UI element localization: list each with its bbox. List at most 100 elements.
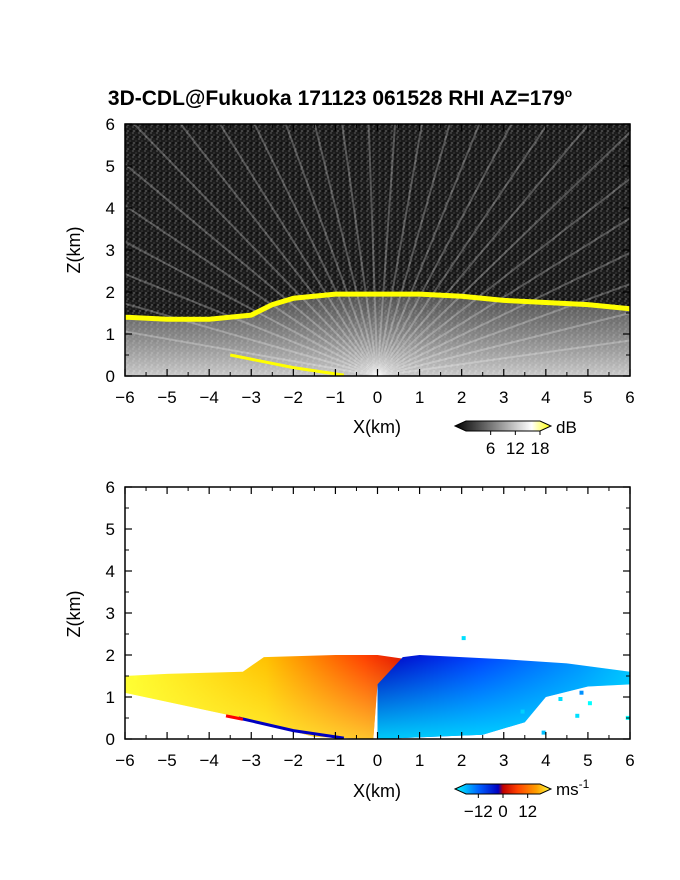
fan-ray — [377, 283, 630, 376]
x-tick-label: −4 — [199, 751, 218, 770]
y-tick-label: 1 — [106, 688, 115, 707]
y-tick-label: 3 — [106, 241, 115, 260]
speckle — [575, 713, 580, 718]
fan-ray — [125, 302, 378, 376]
x-tick-label: 1 — [415, 751, 424, 770]
speckle — [133, 676, 138, 680]
y-tick-label: 3 — [106, 604, 115, 623]
x-tick-label: 1 — [415, 388, 424, 407]
fan-ray — [132, 124, 379, 376]
x-tick-label: 4 — [541, 751, 550, 770]
speckle — [558, 697, 563, 701]
colorbar-velocity — [453, 783, 553, 795]
x-tick-label: 3 — [499, 388, 508, 407]
speckle — [461, 636, 466, 641]
chart-title: 3D-CDL@Fukuoka 171123 061528 RHI AZ=179o — [0, 86, 680, 111]
x-tick-label: 0 — [373, 388, 382, 407]
x-tick-label: 3 — [499, 751, 508, 770]
velocity-xlabel: X(km) — [353, 781, 401, 801]
fan-ray — [376, 130, 630, 376]
fan-ray — [367, 124, 379, 376]
y-tick-label: 0 — [106, 367, 115, 386]
velocity-positive-low — [125, 655, 407, 739]
colorbar-tick-label: 0 — [498, 802, 507, 821]
velocity-negative-low — [377, 655, 630, 739]
colorbar-gray — [453, 420, 553, 432]
x-tick-label: −5 — [157, 751, 176, 770]
fan-ray — [376, 124, 423, 376]
fan-ray — [376, 124, 397, 376]
x-tick-label: 2 — [457, 751, 466, 770]
x-tick-label: −4 — [199, 388, 218, 407]
fan-ray — [376, 124, 481, 376]
velocity-ground-edge-red — [225, 714, 244, 721]
boundary-layer-fan — [125, 294, 630, 376]
y-tick-label: 1 — [106, 325, 115, 344]
y-tick-label: 0 — [106, 730, 115, 749]
x-tick-label: 4 — [541, 388, 550, 407]
fan-ray — [253, 124, 379, 376]
colorbar-ticks: −12 0 12 — [464, 794, 537, 821]
x-tick-label: 5 — [583, 751, 592, 770]
fan-ray — [377, 251, 630, 376]
x-tick-label: −6 — [115, 388, 134, 407]
y-tick-label: 6 — [106, 478, 115, 497]
colorbar-unit-ms: ms-1 — [556, 777, 590, 799]
colorbar-tick-label: 12 — [506, 439, 525, 458]
colorbar-unit-db: dB — [556, 418, 577, 437]
x-tick-label: −6 — [115, 751, 134, 770]
x-tick-label: 5 — [583, 388, 592, 407]
y-tick-label: 5 — [106, 520, 115, 539]
fan-ray — [377, 339, 630, 376]
x-tick-label: 6 — [625, 388, 634, 407]
x-tick-label: −3 — [242, 388, 261, 407]
fan-ray — [376, 177, 630, 376]
velocity-axes: −6 −5 −4 −3 −2 −1 0 1 2 3 4 5 6 0 1 2 3 4 5 6 — [106, 478, 635, 770]
speckle — [520, 709, 525, 714]
velocity-ground-edge — [238, 716, 345, 739]
fan-ray — [284, 124, 379, 376]
y-tick-label: 4 — [106, 199, 115, 218]
y-tick-label: 2 — [106, 646, 115, 665]
colorbar-ticks: 6 12 18 — [486, 431, 549, 458]
x-tick-label: −1 — [326, 388, 345, 407]
fan-ray — [125, 162, 379, 376]
x-tick-label: −1 — [326, 751, 345, 770]
fan-ray — [376, 124, 451, 376]
x-tick-label: −5 — [157, 388, 176, 407]
fan-ray — [341, 124, 379, 376]
chart-title-text: 3D-CDL@Fukuoka 171123 061528 RHI AZ=179 — [107, 87, 565, 110]
colorbar-tick-label: 12 — [518, 802, 537, 821]
boundary-layer-top — [125, 291, 630, 322]
velocity-colorbar: ms-1 −12 0 12 — [453, 777, 590, 821]
fan-ray — [218, 124, 379, 376]
velocity-ylabel: Z(km) — [64, 591, 84, 638]
velocity-heatmap — [125, 487, 630, 739]
backscatter-ylabel: Z(km) — [64, 227, 84, 274]
fan-ray — [313, 124, 379, 376]
x-tick-label: 0 — [373, 751, 382, 770]
x-tick-label: −2 — [284, 388, 303, 407]
y-tick-label: 6 — [106, 115, 115, 134]
fan-ray — [125, 330, 378, 376]
unit-base: ms — [556, 780, 579, 799]
x-tick-label: −2 — [284, 751, 303, 770]
x-tick-label: 6 — [625, 751, 634, 770]
unit-exponent: -1 — [579, 777, 590, 791]
colorbar-tick-label: −12 — [464, 802, 493, 821]
y-tick-label: 5 — [106, 157, 115, 176]
y-tick-label: 4 — [106, 562, 115, 581]
speckle — [587, 701, 592, 706]
fan-ray — [376, 124, 513, 376]
y-tick-label: 2 — [106, 283, 115, 302]
backscatter-xlabel: X(km) — [353, 417, 401, 437]
speckle — [579, 690, 584, 695]
backscatter-colorbar: dB 6 12 18 — [453, 418, 577, 458]
degree-symbol: o — [564, 86, 573, 100]
fan-ray — [125, 240, 378, 376]
x-tick-label: 2 — [457, 388, 466, 407]
x-tick-label: −3 — [242, 751, 261, 770]
